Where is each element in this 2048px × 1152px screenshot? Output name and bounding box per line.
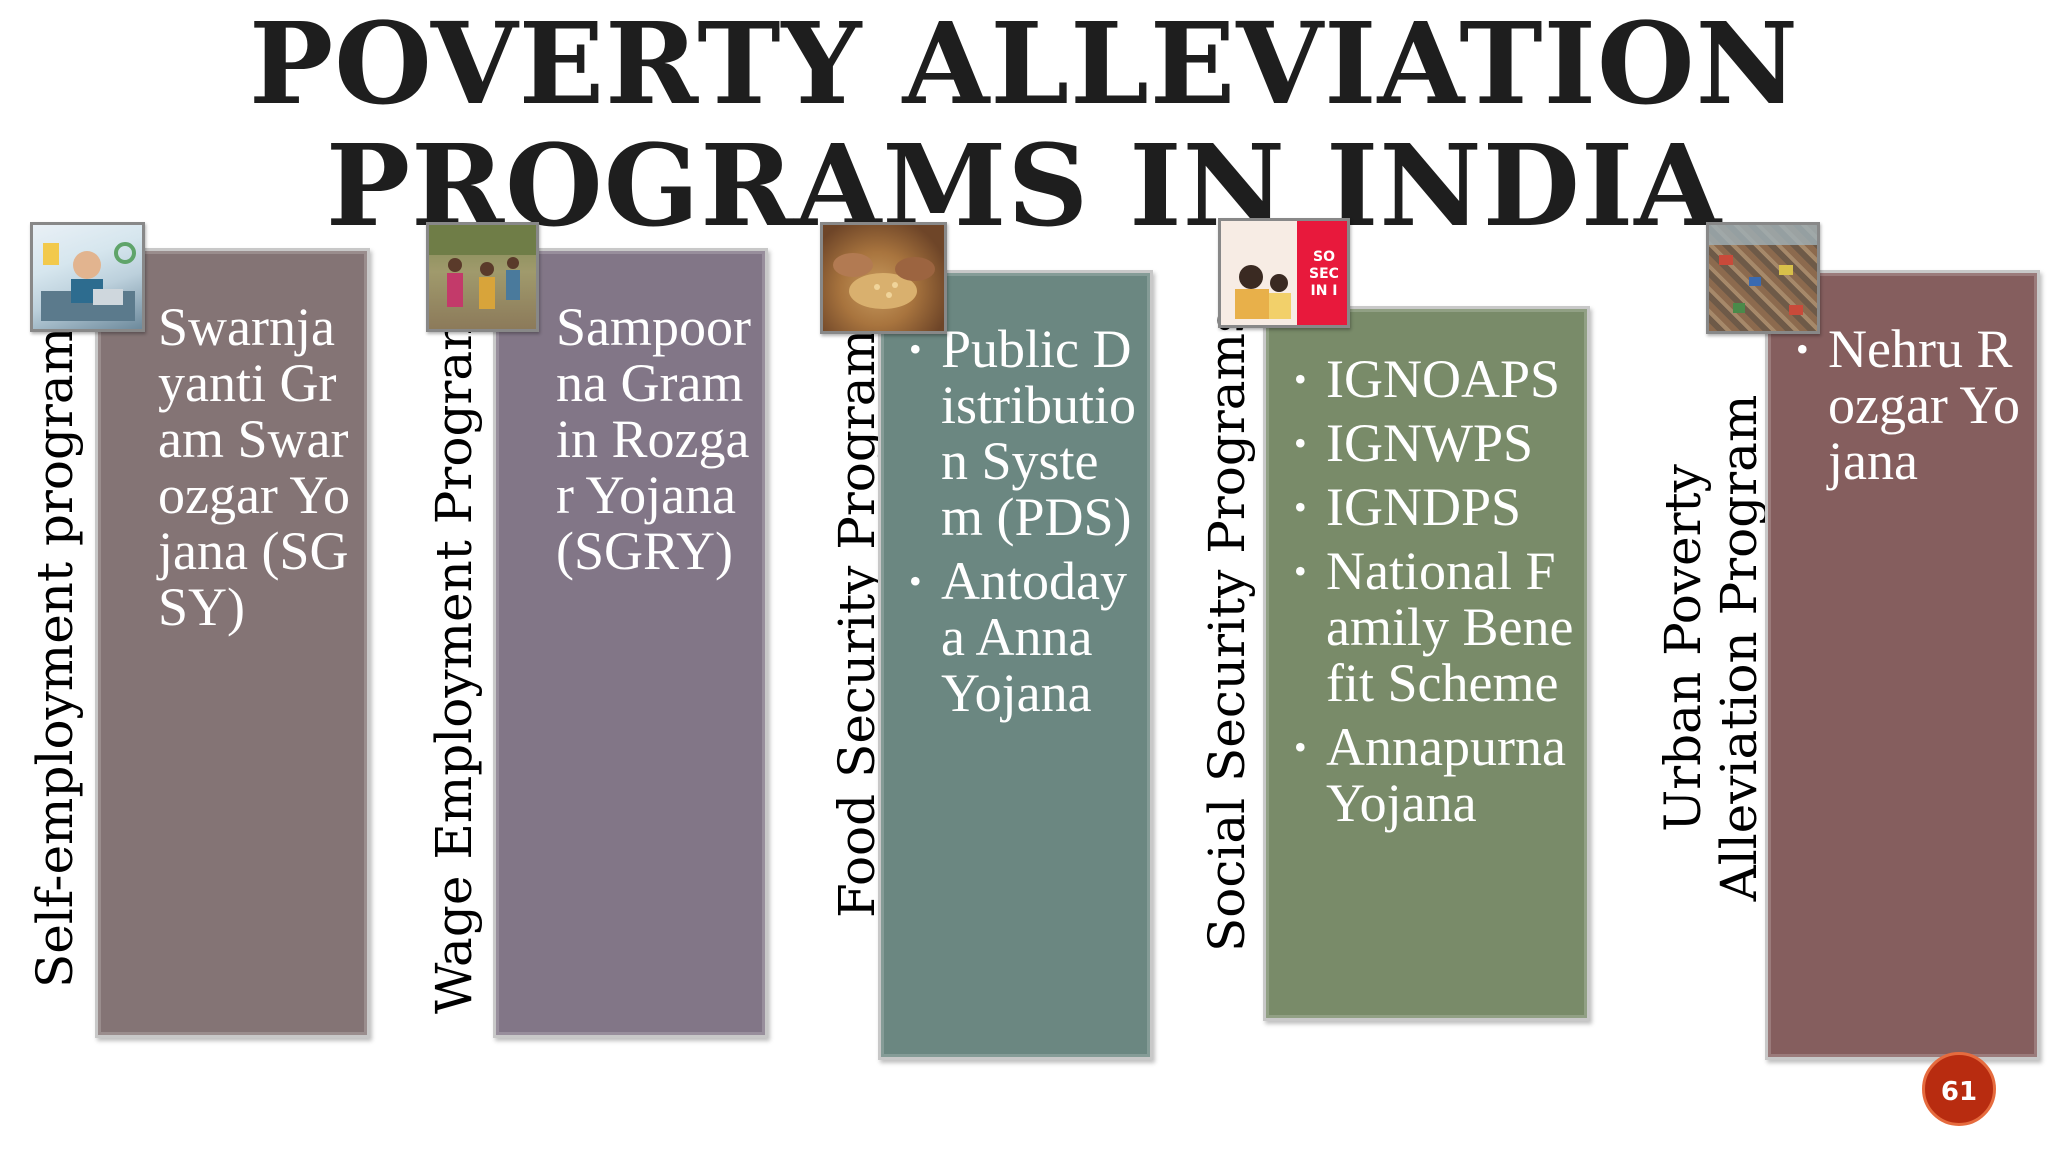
program-list: Swarnjayanti Gram Swarozgar Yojana (SGSY…: [122, 299, 354, 643]
program-panel-food-security: Public Distribution System (PDS) Antoday…: [878, 270, 1153, 1060]
thumbnail-text: SO SEC IN I: [1309, 249, 1339, 299]
program-panel-wage-employment: Sampoorna Gramin Rozgar Yojana (SGRY): [493, 248, 768, 1038]
program-item: Antodaya Anna Yojana: [905, 553, 1137, 721]
program-list: Public Distribution System (PDS) Antoday…: [905, 321, 1137, 729]
social-security-image: SO SEC IN I: [1218, 218, 1350, 328]
program-item: Annapurna Yojana: [1290, 719, 1575, 831]
program-list: Sampoorna Gramin Rozgar Yojana (SGRY): [520, 299, 752, 587]
program-item: Public Distribution System (PDS): [905, 321, 1137, 545]
program-item: IGNWPS: [1290, 415, 1575, 471]
category-label-social-security: Social Security Programs: [1198, 307, 1256, 952]
program-panel-urban-poverty: Nehru Rozgar Yojana: [1765, 270, 2040, 1060]
program-item: National Family Benefit Scheme: [1290, 543, 1575, 711]
category-label-self-employment: Self-employment programs: [26, 301, 84, 988]
category-label-urban-poverty: Urban Poverty Alleviation Program: [1654, 394, 1768, 902]
category-label-food-security: Food Security Programs: [828, 303, 886, 918]
program-item: IGNDPS: [1290, 479, 1575, 535]
grain-hands-image: [820, 222, 947, 334]
program-item: Sampoorna Gramin Rozgar Yojana (SGRY): [520, 299, 752, 579]
program-item: Nehru Rozgar Yojana: [1792, 321, 2024, 489]
rural-workers-image: [426, 222, 539, 332]
office-worker-image: [30, 222, 145, 332]
program-list: Nehru Rozgar Yojana: [1792, 321, 2024, 497]
urban-slum-image: [1706, 222, 1820, 334]
program-panel-social-security: IGNOAPS IGNWPS IGNDPS National Family Be…: [1263, 306, 1590, 1021]
program-item: IGNOAPS: [1290, 351, 1575, 407]
slide-title-line2: PROGRAMS IN INDIA: [325, 121, 1723, 252]
page-number-badge: 61: [1922, 1052, 1996, 1126]
program-list: IGNOAPS IGNWPS IGNDPS National Family Be…: [1290, 351, 1575, 839]
slide-title-line1: POVERTY ALLEVIATION: [249, 0, 1799, 130]
program-item: Swarnjayanti Gram Swarozgar Yojana (SGSY…: [122, 299, 354, 635]
category-label-wage-employment: Wage Employment Program: [425, 303, 483, 1014]
slide-title: POVERTY ALLEVIATION PROGRAMS IN INDIA: [0, 0, 2048, 248]
program-panel-self-employment: Swarnjayanti Gram Swarozgar Yojana (SGSY…: [95, 248, 370, 1038]
